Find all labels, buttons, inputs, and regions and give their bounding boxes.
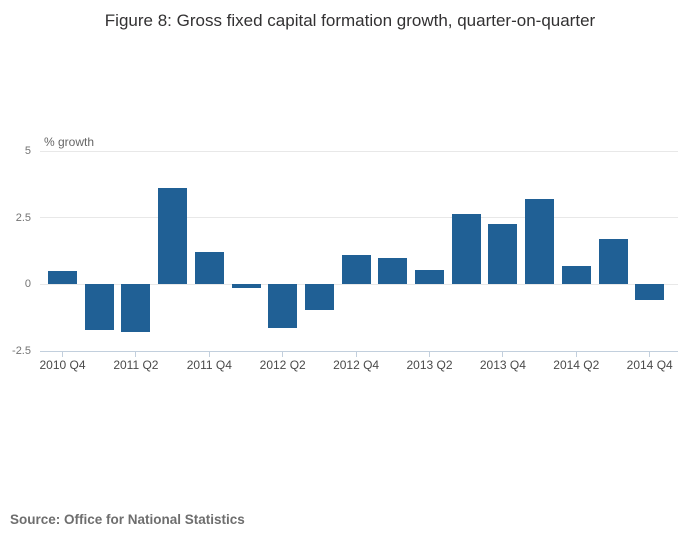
bar-2012-q2 <box>268 284 298 329</box>
x-tick-label: 2013 Q2 <box>406 358 453 372</box>
x-tick <box>135 351 137 357</box>
x-tick-label: 2010 Q4 <box>39 358 86 372</box>
x-tick <box>355 351 357 357</box>
y-axis-title: % growth <box>44 135 95 149</box>
gridline <box>40 150 678 152</box>
x-tick <box>429 351 430 357</box>
x-tick-label: 2011 Q2 <box>113 358 159 372</box>
x-tick-label: 2014 Q2 <box>553 358 600 372</box>
figure-title: Figure 8: Gross fixed capital formation … <box>104 11 596 30</box>
bar-2011-q4 <box>194 252 224 285</box>
bar-2012-q3 <box>304 284 334 310</box>
x-axis-line <box>40 350 678 352</box>
x-tick-label: 2012 Q4 <box>333 358 380 372</box>
x-tick <box>62 351 63 357</box>
x-tick <box>502 351 504 357</box>
bar-2013-q1 <box>378 257 408 285</box>
bar-2014-q2 <box>561 265 591 285</box>
bar-2013-q3 <box>451 213 481 285</box>
gridline <box>40 217 678 219</box>
y-tick-label: 2.5 <box>15 211 31 224</box>
x-tick-label: 2012 Q2 <box>259 358 306 372</box>
bar-2011-q1 <box>84 284 114 330</box>
x-tick-label: 2011 Q4 <box>186 358 232 372</box>
bar-2010-q4 <box>48 271 77 285</box>
x-tick <box>649 351 651 357</box>
bar-2012-q1 <box>231 284 261 289</box>
bar-2013-q4 <box>488 224 518 285</box>
bar-2012-q4 <box>341 255 371 285</box>
bar-2014-q4 <box>635 284 665 301</box>
bar-2011-q2 <box>121 284 151 333</box>
x-tick <box>208 351 210 357</box>
x-tick-label: 2014 Q4 <box>626 358 673 372</box>
y-tick-label: -2.5 <box>12 345 31 357</box>
x-tick-label: 2013 Q4 <box>479 358 526 372</box>
x-tick <box>575 351 577 357</box>
x-tick <box>282 351 284 357</box>
y-tick-label: 0 <box>24 278 31 291</box>
bar-2014-q1 <box>525 199 555 285</box>
gridline <box>40 283 678 285</box>
bar-2011-q3 <box>158 188 188 285</box>
source-note: Source: Office for National Statistics <box>10 512 245 527</box>
y-tick-label: 5 <box>24 145 31 157</box>
bar-2013-q2 <box>415 269 444 285</box>
bar-2014-q3 <box>598 239 628 285</box>
